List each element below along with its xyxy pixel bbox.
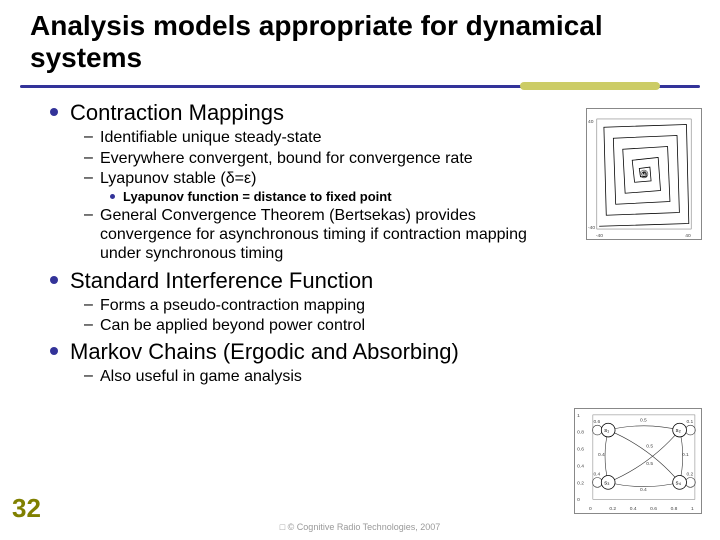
svg-text:0.4: 0.4 <box>640 487 647 493</box>
figure-markov-chain: 0 0.2 0.4 0.6 0.8 1 0 0.2 0.4 0.6 0.8 1 0.5 0.1 0.4 0.4… <box>574 408 702 514</box>
dash-icon: – <box>84 296 92 314</box>
bullet-dot-icon <box>50 276 58 284</box>
svg-text:0.6: 0.6 <box>593 419 600 425</box>
dash-icon: – <box>84 128 92 146</box>
svg-text:0: 0 <box>589 506 592 512</box>
bullet-dot-small-icon <box>110 194 115 199</box>
svg-text:40: 40 <box>588 119 594 125</box>
bullet-dot-icon <box>50 347 58 355</box>
svg-text:0.2: 0.2 <box>609 506 616 512</box>
svg-text:-40: -40 <box>588 225 595 231</box>
svg-text:0.6: 0.6 <box>650 506 657 512</box>
slide: Analysis models appropriate for dynamica… <box>0 0 720 540</box>
section-sif: Standard Interference Function –Forms a … <box>50 268 530 335</box>
svg-text:-40: -40 <box>596 233 603 239</box>
svg-text:s₄: s₄ <box>676 480 682 486</box>
dash-icon: – <box>84 206 92 224</box>
svg-text:s₃: s₃ <box>604 480 610 486</box>
dash-icon: – <box>84 149 92 167</box>
svg-text:0.4: 0.4 <box>598 452 605 458</box>
bullet-list: Contraction Mappings –Identifiable uniqu… <box>50 100 530 386</box>
svg-text:0: 0 <box>577 497 580 503</box>
footer-copyright: □ © Cognitive Radio Technologies, 2007 <box>0 522 720 532</box>
text-column: Contraction Mappings –Identifiable uniqu… <box>50 100 530 386</box>
title-rule-pill <box>520 82 660 90</box>
section-contraction: Contraction Mappings –Identifiable uniqu… <box>50 100 530 263</box>
section-label: Standard Interference Function <box>70 268 373 294</box>
figure-contraction-spiral: -40 40 -40 40 <box>586 108 702 240</box>
svg-text:0.5: 0.5 <box>646 444 653 450</box>
dash-icon: – <box>84 169 92 187</box>
svg-text:0.4: 0.4 <box>577 463 584 469</box>
svg-text:0.4: 0.4 <box>593 472 600 478</box>
sub-item: –Lyapunov stable (δ=ε) <box>84 169 530 188</box>
svg-text:s₁: s₁ <box>604 428 609 434</box>
subsub-item: Lyapunov function = distance to fixed po… <box>110 189 530 204</box>
dash-icon: – <box>84 316 92 334</box>
sub-item: –General Convergence Theorem (Bertsekas)… <box>84 206 530 264</box>
svg-text:0.1: 0.1 <box>686 419 693 425</box>
bullet-dot-icon <box>50 108 58 116</box>
svg-text:0.2: 0.2 <box>686 472 693 478</box>
sub-item: –Can be applied beyond power control <box>84 316 530 335</box>
svg-text:1: 1 <box>577 413 580 419</box>
svg-text:0.2: 0.2 <box>577 480 584 486</box>
title-rule <box>20 84 700 92</box>
section-label: Contraction Mappings <box>70 100 284 126</box>
svg-text:0.8: 0.8 <box>671 506 678 512</box>
svg-text:0.5: 0.5 <box>646 461 653 467</box>
svg-text:s₂: s₂ <box>676 428 681 434</box>
svg-text:0.5: 0.5 <box>640 418 647 424</box>
svg-text:0.6: 0.6 <box>577 447 584 453</box>
dash-icon: – <box>84 367 92 385</box>
svg-text:0.1: 0.1 <box>682 452 689 458</box>
section-label: Markov Chains (Ergodic and Absorbing) <box>70 339 459 365</box>
svg-text:0.8: 0.8 <box>577 430 584 436</box>
svg-text:1: 1 <box>691 506 694 512</box>
svg-text:40: 40 <box>685 233 691 239</box>
page-number: 32 <box>12 493 41 524</box>
sub-item: –Identifiable unique steady-state <box>84 128 530 147</box>
section-markov: Markov Chains (Ergodic and Absorbing) –A… <box>50 339 530 386</box>
slide-title: Analysis models appropriate for dynamica… <box>0 0 720 80</box>
sub-item: –Everywhere convergent, bound for conver… <box>84 149 530 168</box>
svg-text:0.4: 0.4 <box>630 506 637 512</box>
sub-item: –Forms a pseudo-contraction mapping <box>84 296 530 315</box>
sub-item: –Also useful in game analysis <box>84 367 530 386</box>
